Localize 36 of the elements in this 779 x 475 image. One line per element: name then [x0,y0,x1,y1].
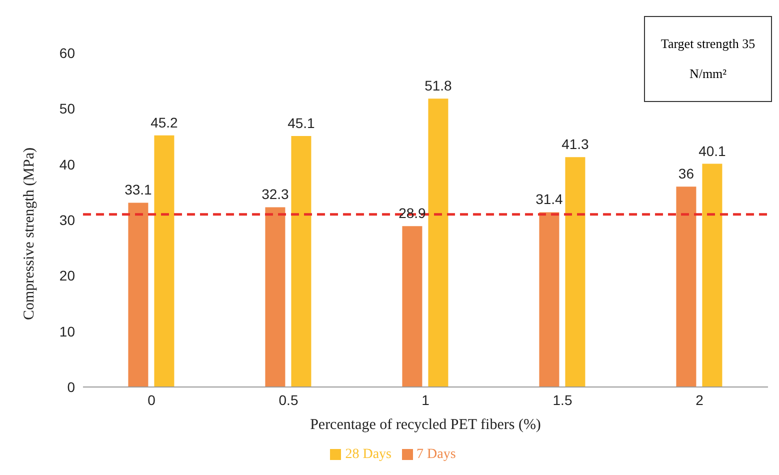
y-tick-label: 60 [59,44,76,61]
bar [128,202,148,387]
x-tick-label: 0 [148,392,156,408]
x-tick-label: 1 [422,392,430,408]
text-box: Target strength 35 N/mm² [644,16,772,102]
legend-label: 28 Days [345,447,392,462]
bar [154,135,174,387]
y-tick-label: 50 [59,100,76,117]
bar [676,186,696,387]
x-tick-label: 1.5 [552,392,572,408]
bar [291,136,312,387]
x-tick-label: 2 [696,392,704,408]
bar [565,157,586,387]
y-tick-label: 10 [59,323,76,340]
bar [702,164,722,387]
y-tick-label: 30 [59,212,76,228]
y-axis-title: Compressive strength (MPa) [21,148,38,320]
data-label: 36 [678,166,694,182]
data-label: 31.4 [536,191,564,208]
bar [265,207,286,387]
data-label: 45.1 [288,114,316,131]
x-axis-title: Percentage of recycled PET fibers (%) [310,417,541,433]
data-label: 32.3 [262,186,290,202]
data-label: 45.2 [150,114,178,130]
legend-label: 7 Days [416,447,456,462]
y-tick-label: 40 [59,156,76,172]
data-label: 41.3 [562,136,590,152]
data-label: 51.8 [424,78,452,94]
bar [539,212,560,387]
bar [402,226,422,387]
x-tick-label: 0.5 [278,392,298,408]
y-tick-label: 0 [67,378,76,395]
data-label: 33.1 [124,182,152,198]
y-tick-label: 20 [59,268,76,284]
data-label: 40.1 [698,142,726,159]
bar [428,98,448,387]
